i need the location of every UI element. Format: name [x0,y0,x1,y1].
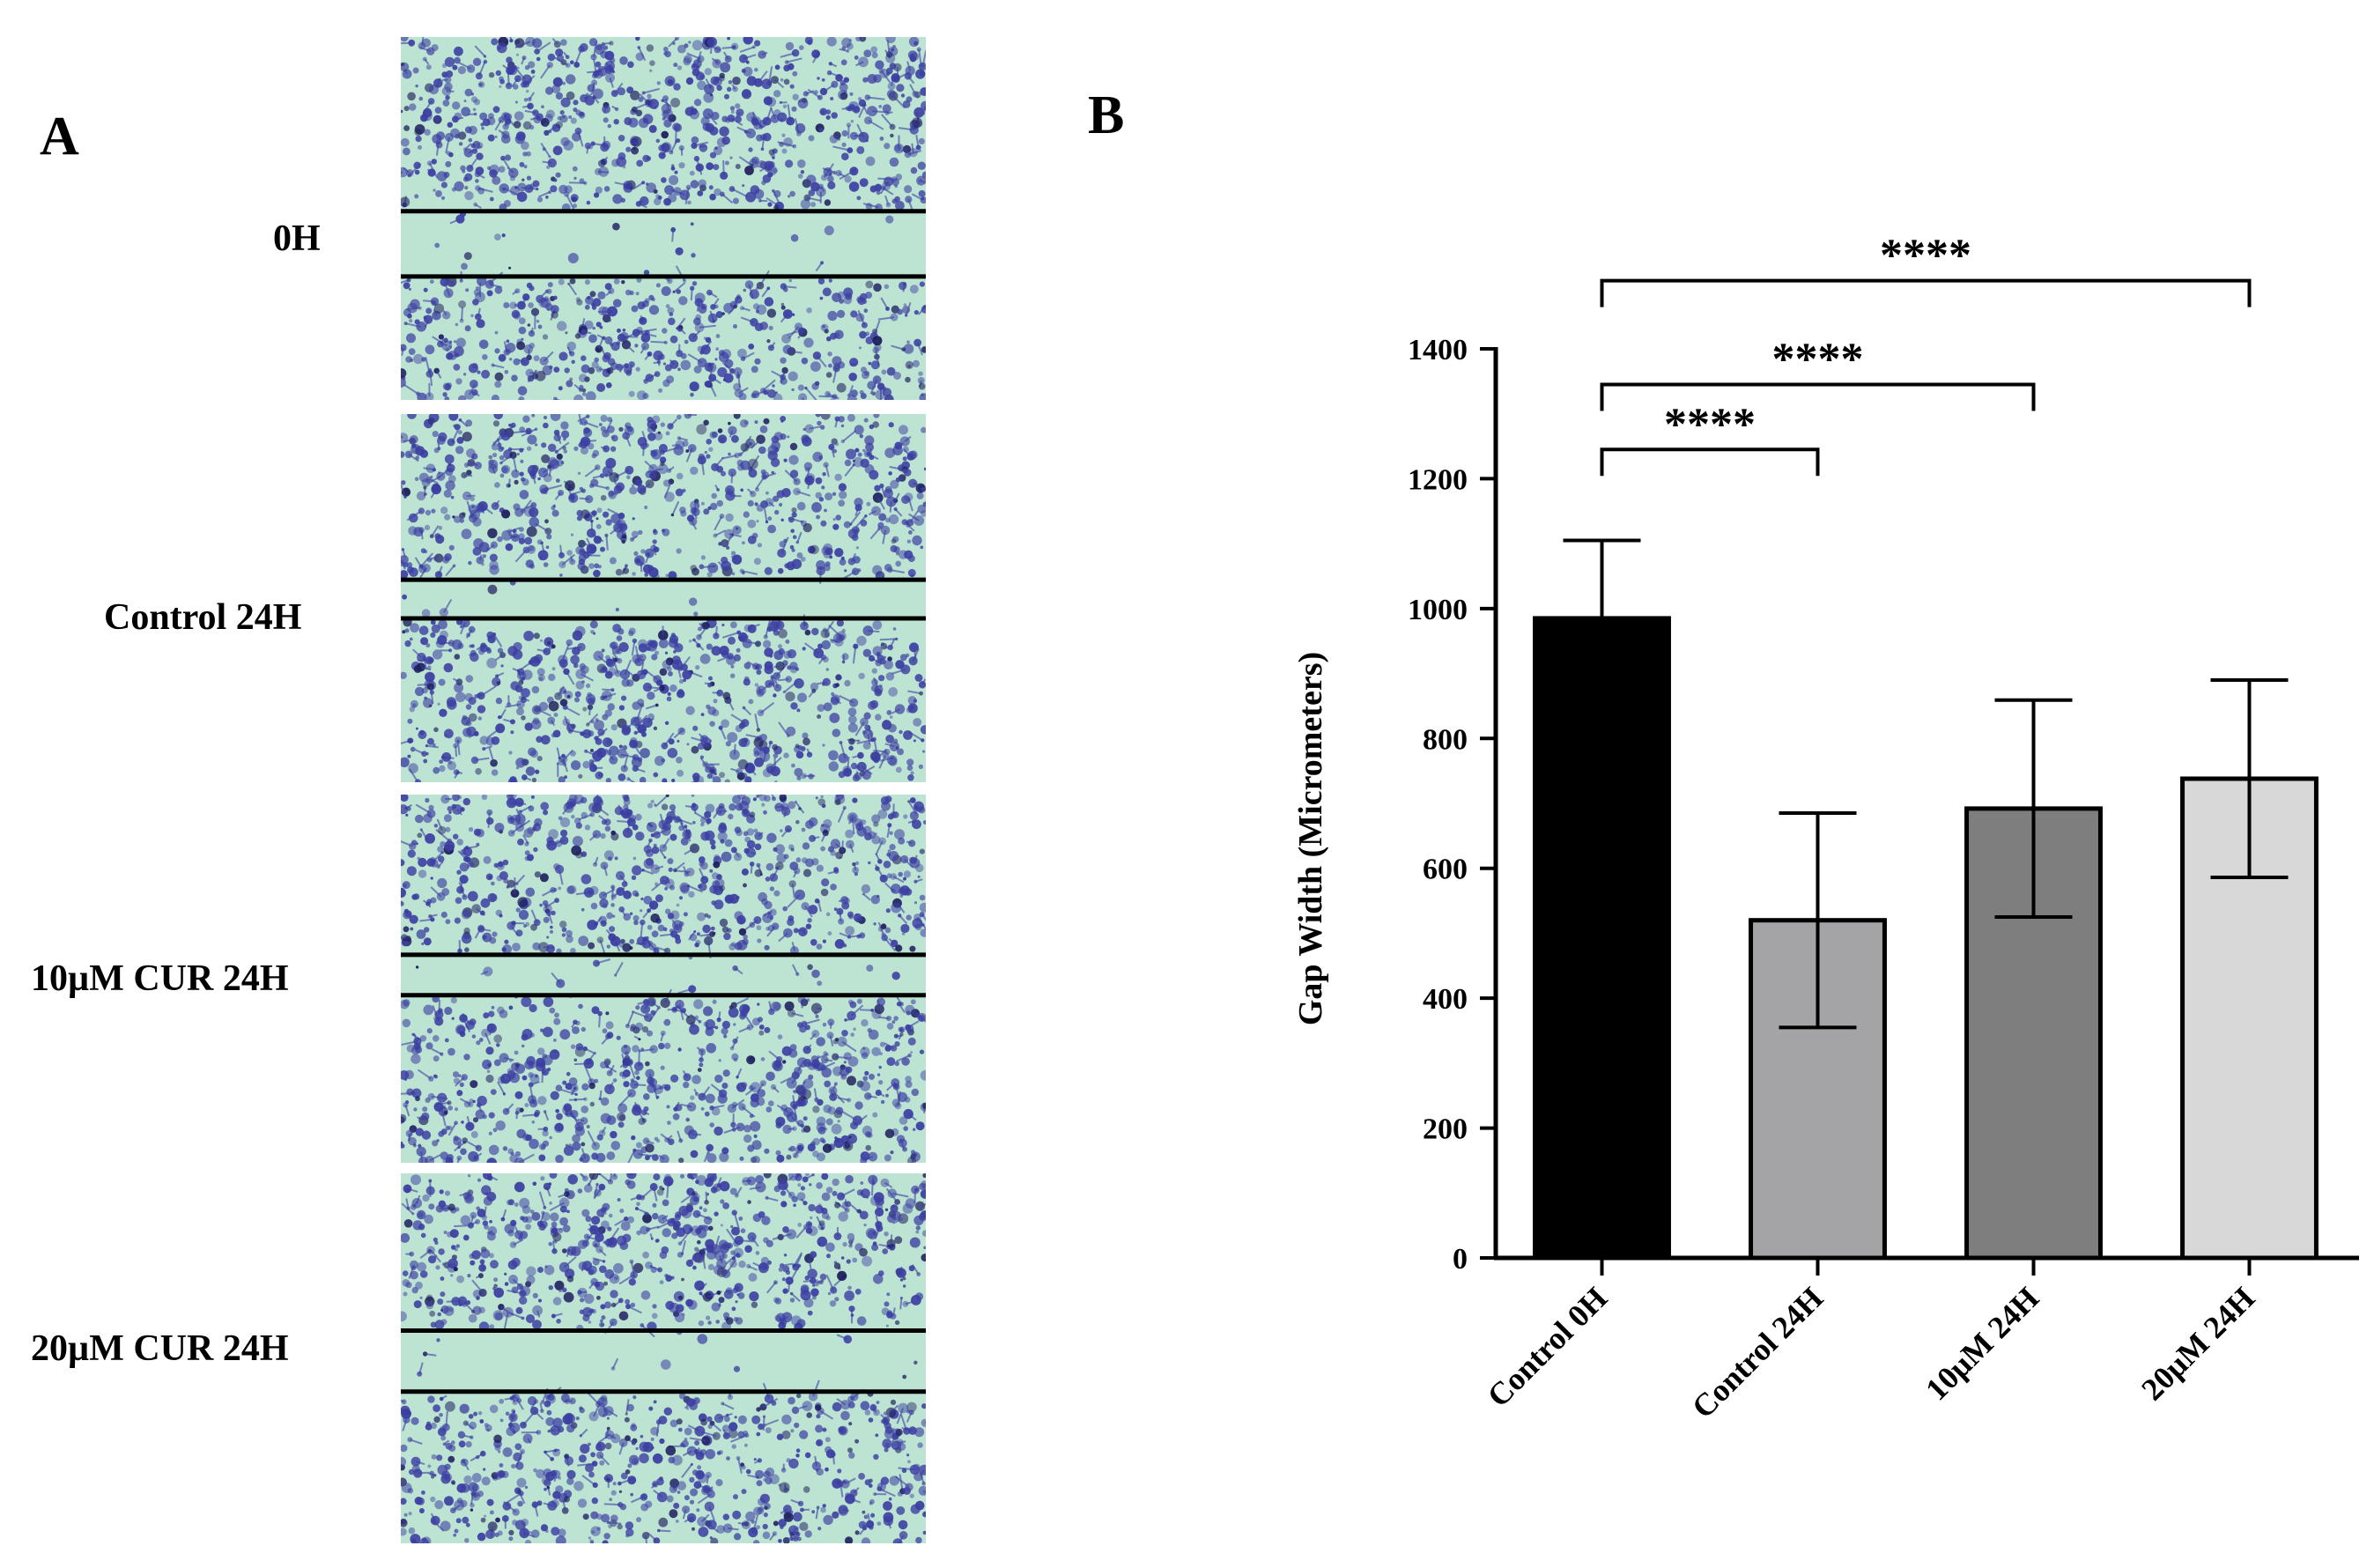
y-tick-label: 1400 [1408,334,1468,366]
x-tick-label: 10µM 24H [1919,1280,2045,1407]
panel-a-letter: A [40,107,79,166]
error-bar [1779,811,1857,1030]
y-tick-label: 800 [1423,723,1468,756]
y-tick-label: 200 [1423,1113,1468,1146]
significance-bracket: **** [1600,399,1820,477]
row-label-control-24h: Control 24H [104,597,302,638]
y-tick-label: 1000 [1408,594,1468,626]
error-bar [1994,698,2073,919]
panel-b-letter: B [1088,85,1125,145]
micrograph-0h [401,37,926,400]
bar [1533,616,1671,1261]
significance-bracket: **** [1600,335,2036,411]
row-label-0h: 0H [273,218,321,259]
y-tick-label: 1200 [1408,463,1468,496]
bar-chart: 0 200 400 600 800 1000 1200 1400 Control 0H Contr… [1292,231,2359,1425]
error-bar [2210,677,2289,880]
micrograph-texture [401,1173,926,1543]
significance-label: **** [1772,335,1864,385]
error-bar [1563,538,1641,699]
significance-label: **** [1664,399,1756,449]
y-tick-label: 0 [1453,1243,1468,1276]
micrograph-control-24h [401,414,926,782]
row-label-10um-cur-24h: 10µM CUR 24H [31,958,289,999]
x-tick-label: 20µM 24H [2134,1280,2261,1407]
micrograph-texture [401,37,926,400]
micrograph-texture [401,795,926,1163]
x-tick-label: Control 24H [1685,1280,1830,1424]
micrograph-texture [401,414,926,782]
y-axis-label: Gap Width (Micrometers) [1292,652,1329,1025]
y-tick-label: 600 [1423,854,1468,886]
x-tick-label: Control 0H [1481,1280,1615,1414]
y-tick-label: 400 [1423,983,1468,1016]
micrograph-10um-cur-24h [401,795,926,1163]
significance-bracket: **** [1600,231,2252,307]
micrograph-20um-cur-24h [401,1173,926,1543]
significance-label: **** [1880,231,1971,281]
row-label-20um-cur-24h: 20µM CUR 24H [31,1328,289,1369]
